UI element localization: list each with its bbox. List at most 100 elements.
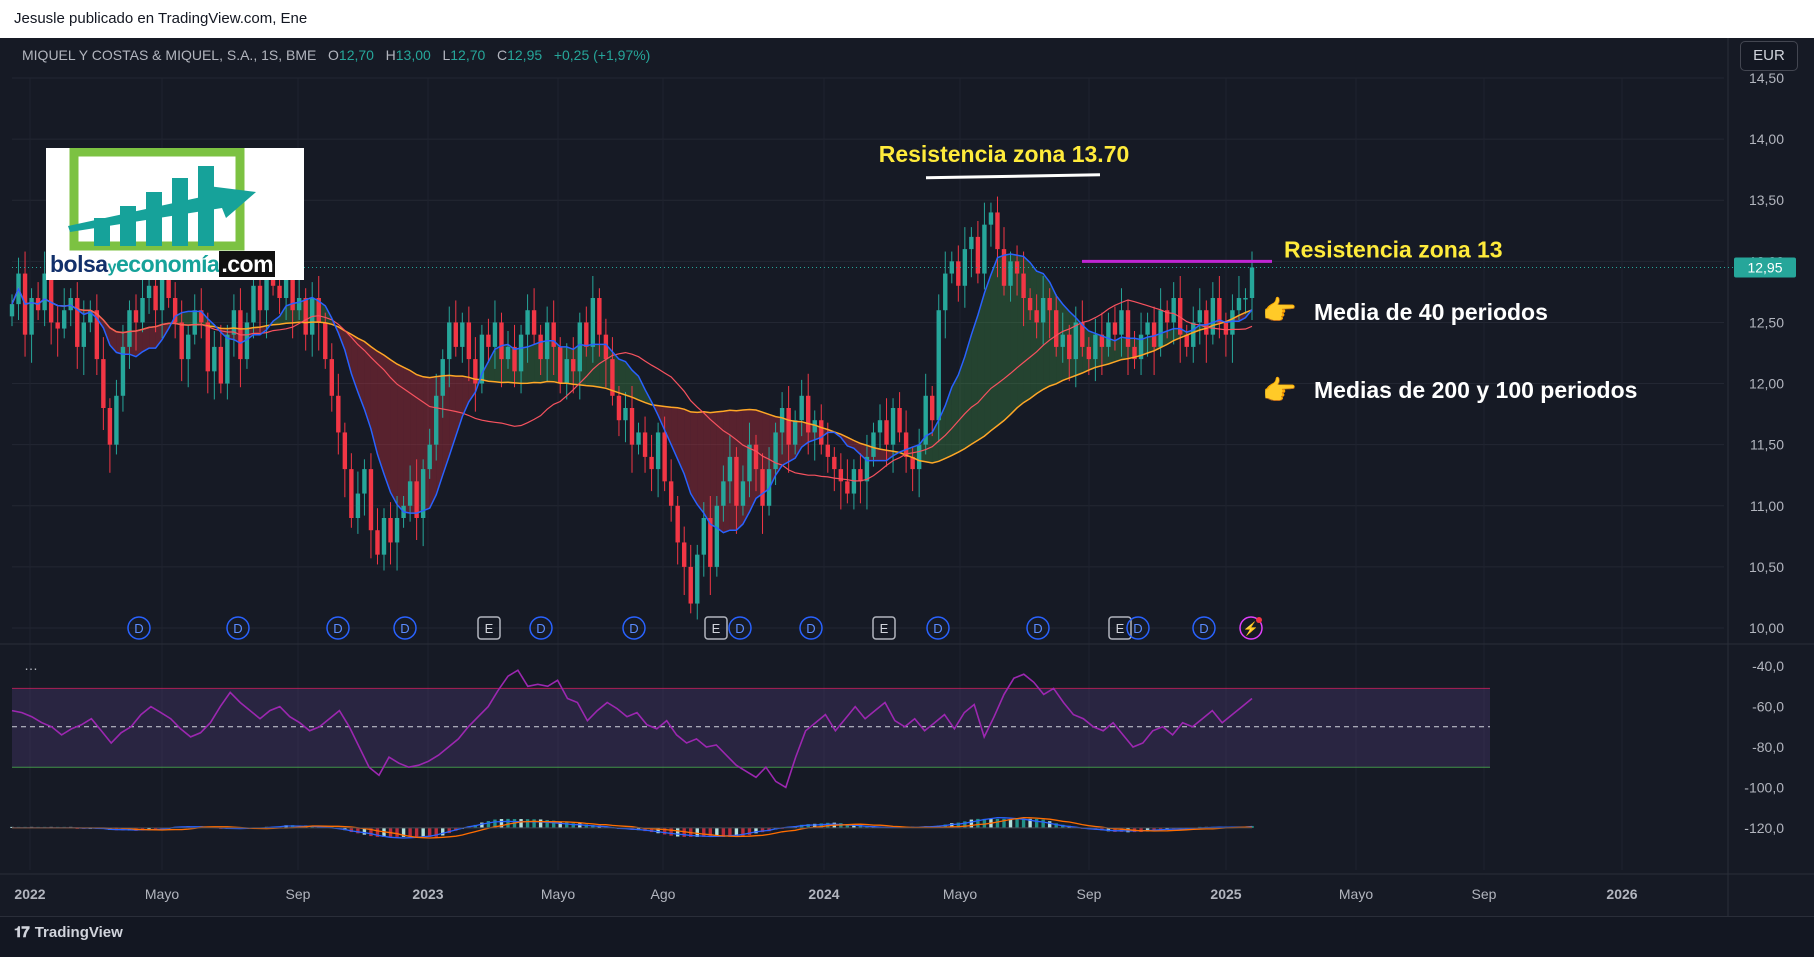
price-tick-label: 12,50 (1749, 314, 1784, 330)
candle-body (1171, 298, 1176, 323)
candle-body (832, 456, 837, 470)
candle-body (329, 359, 334, 396)
ma-cloud-segment (1004, 254, 1011, 421)
candle-body (153, 285, 158, 311)
candle-body (571, 359, 576, 372)
candle-body (786, 408, 791, 445)
macd-bar (571, 823, 575, 828)
candle-body (943, 273, 948, 311)
ma-cloud-segment (155, 324, 163, 349)
candle-body (838, 469, 844, 482)
dividend-marker (622, 616, 646, 640)
candle-body (558, 346, 563, 384)
ma-cloud-segment (384, 355, 391, 493)
dividend-marker (226, 616, 250, 640)
candle-body (1236, 298, 1242, 311)
dividend-marker (728, 616, 752, 640)
candle-body (225, 334, 230, 384)
rsi-tick-label: -100,0 (1744, 779, 1784, 795)
flash-event-dot (1256, 617, 1262, 623)
macd-bar (845, 824, 850, 828)
candle-body (453, 322, 458, 347)
candle-body (1054, 310, 1059, 347)
tradingview-brand[interactable]: 𝟏𝟕 TradingView (14, 924, 123, 941)
candle-body (192, 310, 197, 335)
ma-cloud-segment (951, 375, 959, 456)
macd-bar (441, 827, 445, 836)
candle-body (760, 469, 765, 506)
ma-cloud-segment (860, 443, 867, 461)
tradingview-logo-icon: 𝟏𝟕 (14, 924, 30, 941)
low-value: 12,70 (450, 47, 486, 63)
candle-body (910, 456, 915, 470)
macd-bar (447, 827, 451, 834)
macd-bar (1152, 827, 1156, 832)
macd-bar (956, 822, 961, 828)
macd-bar (558, 821, 562, 828)
time-axis-label: Mayo (541, 886, 575, 902)
macd-bar (1047, 821, 1052, 828)
candle-body (120, 346, 126, 396)
macd-bar (375, 827, 380, 837)
macd-bar (421, 827, 425, 837)
candle-body (1197, 310, 1202, 323)
symbol-legend[interactable]: MIQUEL Y COSTAS & MIQUEL, S.A., 1S, BME … (22, 47, 650, 63)
price-tick-label: 11,00 (1750, 498, 1784, 514)
candle-body (916, 444, 922, 470)
close-label: C (496, 47, 508, 63)
currency-button[interactable]: EUR (1740, 41, 1798, 71)
candle-body (936, 310, 941, 421)
dividend-marker-label: D (1133, 621, 1142, 636)
candle-body (94, 310, 100, 360)
earnings-marker (704, 616, 728, 640)
candle-body (564, 359, 569, 384)
candle-body (642, 432, 648, 457)
price-grid (12, 77, 1724, 870)
candle-body (747, 444, 752, 482)
ma200-100-annotation-label: Medias de 200 y 100 periodos (1314, 377, 1637, 403)
candle-body (172, 298, 178, 323)
ma-cloud-segment (1030, 262, 1037, 399)
ma-cloud-segment (136, 329, 143, 357)
dividend-marker-label: D (536, 621, 545, 636)
candle-body (1125, 310, 1131, 347)
candle-body (355, 493, 361, 518)
candle-body (1047, 298, 1052, 311)
candle-body (584, 322, 589, 347)
candle-body (682, 542, 687, 567)
candle-body (636, 432, 641, 445)
dividend-marker (1126, 616, 1150, 640)
macd-bar (1028, 818, 1032, 828)
macd-bar (480, 822, 484, 828)
candle-body (205, 322, 210, 372)
candle-body (1040, 298, 1046, 323)
candle-body (1230, 310, 1235, 335)
candle-body (1151, 322, 1157, 347)
indicator-menu-dots[interactable]: … (24, 657, 38, 673)
candle-body (107, 408, 113, 445)
candle-body (538, 334, 543, 360)
dividend-marker-label: D (233, 621, 242, 636)
price-tick-label: 12,00 (1749, 376, 1784, 392)
ma-cloud-segment (677, 407, 685, 474)
tradingview-brand-label: TradingView (34, 924, 123, 941)
macd-bar (1145, 827, 1150, 832)
macd-bar (1113, 827, 1117, 832)
macd-bar (819, 823, 823, 828)
ma-cloud-segment (377, 351, 384, 474)
ma-cloud-segment (671, 407, 678, 460)
candle-body (740, 481, 746, 506)
candle-body (688, 566, 693, 604)
ma-cloud-segment (958, 356, 965, 453)
candle-body (1073, 322, 1078, 360)
candle-body (199, 310, 204, 323)
candle-body (845, 481, 850, 494)
last-price-badge (1734, 257, 1796, 278)
ma-cloud-segment (1010, 254, 1018, 415)
dividend-marker (926, 616, 950, 640)
candle-body (610, 359, 615, 396)
ma-cloud-segment (1043, 273, 1050, 390)
earnings-marker (1108, 616, 1132, 640)
candle-body (362, 469, 367, 494)
